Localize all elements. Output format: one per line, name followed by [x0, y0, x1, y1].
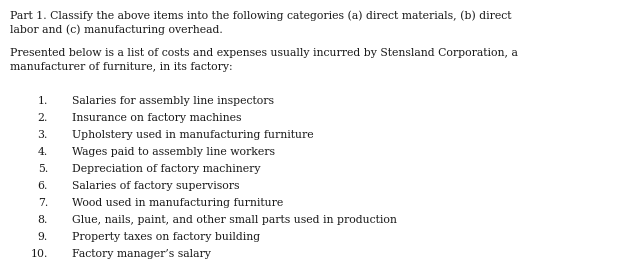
Text: 7.: 7.: [38, 198, 48, 208]
Text: Glue, nails, paint, and other small parts used in production: Glue, nails, paint, and other small part…: [72, 215, 397, 225]
Text: Presented below is a list of costs and expenses usually incurred by Stensland Co: Presented below is a list of costs and e…: [10, 48, 518, 58]
Text: 6.: 6.: [37, 181, 48, 191]
Text: Salaries of factory supervisors: Salaries of factory supervisors: [72, 181, 240, 191]
Text: Wages paid to assembly line workers: Wages paid to assembly line workers: [72, 147, 275, 157]
Text: Property taxes on factory building: Property taxes on factory building: [72, 232, 260, 242]
Text: manufacturer of furniture, in its factory:: manufacturer of furniture, in its factor…: [10, 62, 232, 72]
Text: Depreciation of factory machinery: Depreciation of factory machinery: [72, 164, 261, 174]
Text: Part 1. Classify the above items into the following categories (a) direct materi: Part 1. Classify the above items into th…: [10, 10, 511, 21]
Text: 3.: 3.: [37, 130, 48, 140]
Text: Upholstery used in manufacturing furniture: Upholstery used in manufacturing furnitu…: [72, 130, 314, 140]
Text: 5.: 5.: [38, 164, 48, 174]
Text: Wood used in manufacturing furniture: Wood used in manufacturing furniture: [72, 198, 283, 208]
Text: Factory manager’s salary: Factory manager’s salary: [72, 249, 211, 259]
Text: 1.: 1.: [37, 96, 48, 106]
Text: 8.: 8.: [37, 215, 48, 225]
Text: 10.: 10.: [31, 249, 48, 259]
Text: 9.: 9.: [38, 232, 48, 242]
Text: 4.: 4.: [38, 147, 48, 157]
Text: Insurance on factory machines: Insurance on factory machines: [72, 113, 242, 123]
Text: Salaries for assembly line inspectors: Salaries for assembly line inspectors: [72, 96, 274, 106]
Text: 2.: 2.: [37, 113, 48, 123]
Text: labor and (c) manufacturing overhead.: labor and (c) manufacturing overhead.: [10, 24, 223, 34]
